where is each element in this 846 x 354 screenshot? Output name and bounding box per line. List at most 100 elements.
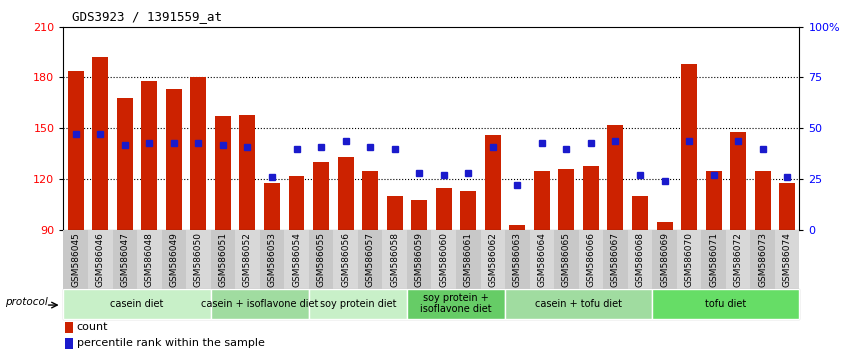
Bar [162, 230, 186, 289]
Bar [288, 176, 305, 230]
Bar [558, 169, 574, 230]
Text: GSM586069: GSM586069 [660, 232, 669, 287]
Bar [65, 338, 74, 349]
Text: GSM586068: GSM586068 [635, 232, 645, 287]
Bar [333, 230, 358, 289]
Bar [65, 322, 74, 333]
Text: GSM586058: GSM586058 [390, 232, 399, 287]
Bar [362, 171, 378, 230]
Text: casein diet: casein diet [110, 298, 164, 309]
Bar [68, 71, 84, 230]
Text: GSM586050: GSM586050 [194, 232, 203, 287]
Bar [775, 230, 799, 289]
Text: GSM586071: GSM586071 [709, 232, 718, 287]
Bar [652, 289, 799, 319]
Text: GSM586051: GSM586051 [218, 232, 228, 287]
Bar [726, 230, 750, 289]
Text: GSM586060: GSM586060 [439, 232, 448, 287]
Text: GSM586056: GSM586056 [341, 232, 350, 287]
Bar [309, 230, 333, 289]
Bar [456, 230, 481, 289]
Bar [215, 116, 231, 230]
Bar [632, 196, 648, 230]
Bar [779, 183, 795, 230]
Bar [117, 98, 133, 230]
Bar [137, 230, 162, 289]
Text: GSM586065: GSM586065 [562, 232, 571, 287]
Text: GSM586054: GSM586054 [292, 232, 301, 287]
Text: GDS3923 / 1391559_at: GDS3923 / 1391559_at [72, 10, 222, 23]
Bar [63, 289, 211, 319]
Bar [407, 230, 431, 289]
Text: GSM586059: GSM586059 [415, 232, 424, 287]
Bar [534, 171, 550, 230]
Bar [554, 230, 579, 289]
Bar [211, 289, 309, 319]
Text: GSM586046: GSM586046 [96, 232, 105, 287]
Text: GSM586073: GSM586073 [758, 232, 767, 287]
Bar [382, 230, 407, 289]
Text: count: count [77, 322, 108, 332]
Bar [505, 230, 530, 289]
Text: GSM586048: GSM586048 [145, 232, 154, 287]
Text: GSM586064: GSM586064 [537, 232, 547, 287]
Bar [431, 230, 456, 289]
Bar [652, 230, 677, 289]
Bar [186, 230, 211, 289]
Text: GSM586063: GSM586063 [513, 232, 522, 287]
Bar [387, 196, 403, 230]
Bar [583, 166, 599, 230]
Text: GSM586062: GSM586062 [488, 232, 497, 287]
Bar [677, 230, 701, 289]
Bar [190, 78, 206, 230]
Bar [481, 230, 505, 289]
Text: GSM586047: GSM586047 [120, 232, 129, 287]
Text: GSM586070: GSM586070 [684, 232, 694, 287]
Text: percentile rank within the sample: percentile rank within the sample [77, 338, 265, 348]
Bar [607, 125, 624, 230]
Text: GSM586074: GSM586074 [783, 232, 792, 287]
Bar [706, 171, 722, 230]
Text: protocol: protocol [5, 297, 48, 307]
Text: GSM586061: GSM586061 [464, 232, 473, 287]
Bar [260, 230, 284, 289]
Text: GSM586049: GSM586049 [169, 232, 179, 287]
Bar [239, 115, 255, 230]
Bar [284, 230, 309, 289]
Bar [505, 289, 652, 319]
Text: tofu diet: tofu diet [706, 298, 746, 309]
Text: soy protein +
isoflavone diet: soy protein + isoflavone diet [420, 293, 492, 314]
Bar [407, 289, 505, 319]
Bar [579, 230, 603, 289]
Text: GSM586066: GSM586066 [586, 232, 596, 287]
Bar [264, 183, 280, 230]
Bar [113, 230, 137, 289]
Text: GSM586055: GSM586055 [316, 232, 326, 287]
Bar [88, 230, 113, 289]
Bar [313, 162, 329, 230]
Text: GSM586057: GSM586057 [365, 232, 375, 287]
Bar [485, 135, 501, 230]
Text: GSM586052: GSM586052 [243, 232, 252, 287]
Bar [63, 230, 88, 289]
Bar [750, 230, 775, 289]
Bar [730, 132, 746, 230]
Bar [755, 171, 771, 230]
Bar [681, 64, 697, 230]
Text: casein + tofu diet: casein + tofu diet [536, 298, 622, 309]
Bar [656, 222, 673, 230]
Bar [92, 57, 108, 230]
Bar [211, 230, 235, 289]
Bar [509, 225, 525, 230]
Bar [411, 200, 427, 230]
Bar [460, 191, 476, 230]
Text: soy protein diet: soy protein diet [320, 298, 396, 309]
Text: GSM586072: GSM586072 [733, 232, 743, 287]
Bar [166, 89, 182, 230]
Bar [338, 157, 354, 230]
Text: GSM586053: GSM586053 [267, 232, 277, 287]
Text: GSM586045: GSM586045 [71, 232, 80, 287]
Bar [530, 230, 554, 289]
Bar [436, 188, 452, 230]
Bar [235, 230, 260, 289]
